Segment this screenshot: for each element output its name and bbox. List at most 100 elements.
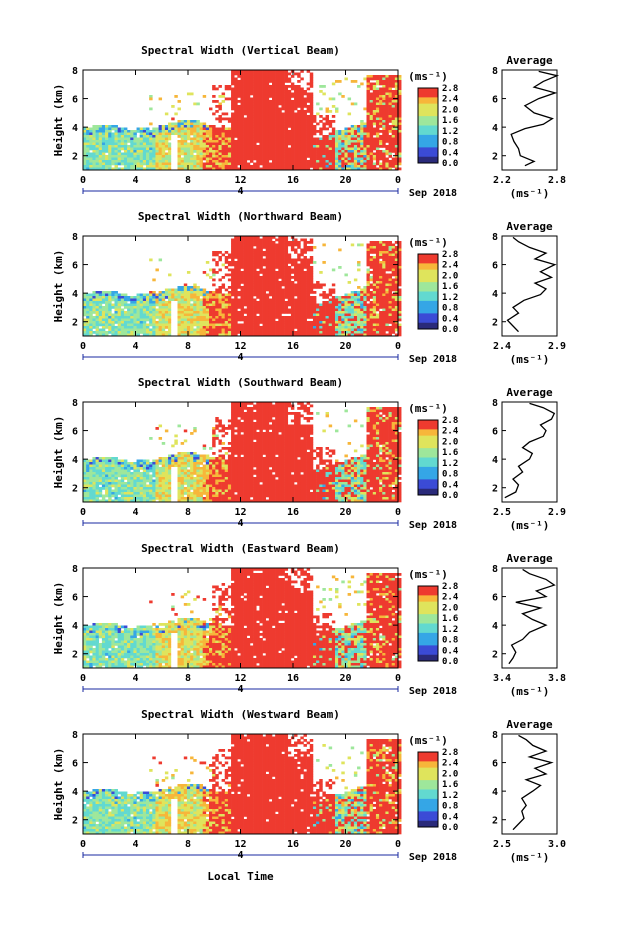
heatmap-cell bbox=[127, 135, 131, 138]
heatmap-cell bbox=[130, 132, 134, 136]
heatmap-cell bbox=[249, 321, 254, 324]
heatmap-cell bbox=[290, 127, 295, 131]
heatmap-cell bbox=[388, 87, 392, 91]
heatmap-cell bbox=[300, 288, 304, 292]
heatmap-cell bbox=[149, 145, 153, 148]
heatmap-cell bbox=[243, 80, 248, 83]
heatmap-cell bbox=[196, 318, 200, 322]
heatmap-cell bbox=[281, 273, 285, 277]
heatmap-cell bbox=[379, 298, 383, 302]
heatmap-cell bbox=[335, 157, 339, 161]
colorbar-swatch bbox=[418, 141, 438, 145]
heatmap-cell bbox=[259, 150, 263, 153]
heatmap-cell bbox=[344, 130, 348, 133]
heatmap-cell bbox=[221, 137, 226, 141]
heatmap-cell bbox=[152, 140, 156, 143]
heatmap-cell bbox=[240, 298, 244, 302]
heatmap-cell bbox=[259, 301, 263, 304]
heatmap-cell bbox=[142, 140, 147, 143]
heatmap-cell bbox=[246, 326, 251, 329]
heatmap-cell bbox=[287, 107, 292, 111]
heatmap-cell bbox=[275, 326, 279, 329]
heatmap-cell bbox=[265, 100, 270, 103]
heatmap-cell bbox=[309, 142, 314, 146]
heatmap-cell bbox=[272, 117, 276, 121]
heatmap-cell bbox=[142, 313, 147, 317]
heatmap-cell bbox=[177, 323, 181, 327]
heatmap-cell bbox=[155, 311, 159, 314]
heatmap-cell bbox=[215, 142, 219, 146]
heatmap-cell bbox=[272, 167, 276, 171]
heatmap-cell bbox=[265, 253, 270, 257]
heatmap-cell bbox=[243, 238, 248, 242]
heatmap-cell bbox=[379, 271, 383, 274]
heatmap-cell bbox=[243, 291, 248, 294]
heatmap-cell bbox=[123, 331, 128, 334]
heatmap-cell bbox=[158, 152, 163, 156]
heatmap-cell bbox=[265, 165, 270, 168]
heatmap-cell bbox=[146, 296, 150, 299]
heatmap-cell bbox=[123, 127, 128, 131]
heatmap-cell bbox=[363, 162, 367, 166]
heatmap-cell bbox=[209, 318, 213, 322]
heatmap-cell bbox=[249, 333, 254, 337]
heatmap-cell bbox=[272, 273, 276, 277]
heatmap-cell bbox=[262, 142, 266, 146]
heatmap-cell bbox=[328, 326, 333, 329]
heatmap-cell bbox=[316, 323, 320, 327]
heatmap-cell bbox=[146, 142, 150, 146]
heatmap-cell bbox=[265, 75, 270, 78]
heatmap-cell bbox=[237, 130, 241, 133]
heatmap-cell bbox=[114, 160, 118, 163]
heatmap-cell bbox=[369, 137, 374, 141]
heatmap-cell bbox=[372, 105, 377, 108]
heatmap-cell bbox=[344, 165, 348, 168]
heatmap-cell bbox=[382, 243, 386, 247]
heatmap-cell bbox=[199, 301, 203, 304]
heatmap-cell bbox=[243, 140, 248, 143]
colorbar-swatch bbox=[418, 156, 438, 161]
heatmap-cell bbox=[272, 318, 276, 322]
heatmap-cell bbox=[344, 303, 348, 307]
heatmap-cell bbox=[212, 137, 216, 141]
heatmap-cell bbox=[215, 333, 219, 337]
heatmap-cell bbox=[281, 301, 285, 304]
heatmap-cell bbox=[243, 258, 248, 262]
heatmap-cell bbox=[309, 140, 314, 143]
heatmap-cell bbox=[262, 263, 266, 267]
heatmap-cell bbox=[322, 323, 326, 327]
heatmap-cell bbox=[281, 102, 285, 106]
heatmap-cell bbox=[246, 261, 251, 264]
heatmap-cell bbox=[262, 276, 266, 279]
heatmap-cell bbox=[265, 323, 270, 327]
heatmap-cell bbox=[249, 271, 254, 274]
heatmap-cell bbox=[83, 155, 87, 158]
heatmap-cell bbox=[281, 150, 285, 153]
heatmap-cell bbox=[202, 142, 207, 146]
heatmap-cell bbox=[205, 318, 210, 322]
heatmap-cell bbox=[268, 268, 273, 272]
heatmap-cell bbox=[215, 313, 219, 317]
heatmap-cell bbox=[149, 318, 153, 322]
heatmap-cell bbox=[212, 145, 216, 148]
heatmap-cell bbox=[309, 333, 314, 337]
heatmap-cell bbox=[243, 117, 248, 121]
heatmap-cell bbox=[256, 296, 260, 299]
heatmap-cell bbox=[193, 331, 197, 334]
heatmap-cell bbox=[398, 117, 402, 121]
heatmap-cell bbox=[212, 127, 216, 131]
heatmap-cell bbox=[316, 162, 320, 166]
heatmap-cell bbox=[164, 167, 169, 171]
heatmap-cell bbox=[375, 291, 380, 294]
heatmap-cell bbox=[300, 167, 304, 171]
heatmap-cell bbox=[221, 167, 226, 171]
heatmap-cell bbox=[372, 286, 377, 289]
heatmap-cell bbox=[262, 273, 266, 277]
heatmap-cell bbox=[369, 97, 374, 101]
heatmap-cell bbox=[142, 318, 147, 322]
heatmap-cell bbox=[117, 150, 122, 153]
heatmap-cell bbox=[186, 145, 191, 148]
heatmap-cell bbox=[249, 286, 254, 289]
heatmap-cell bbox=[205, 140, 210, 143]
heatmap-cell bbox=[366, 115, 370, 118]
